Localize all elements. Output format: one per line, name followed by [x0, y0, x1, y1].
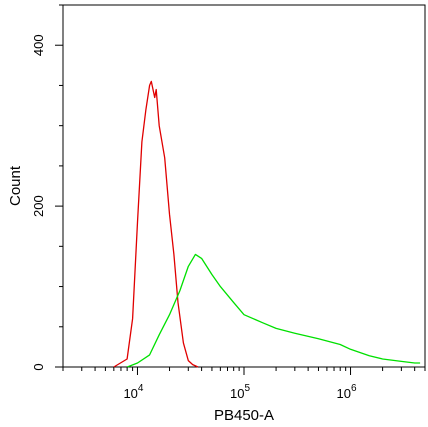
x-tick-exponent: 6 — [351, 383, 357, 394]
y-tick-label: 200 — [31, 195, 46, 217]
y-axis: 0 200 400 — [31, 4, 63, 371]
plot-frame — [62, 4, 426, 368]
x-tick-label: 106 — [337, 383, 357, 401]
x-tick-base: 10 — [337, 386, 351, 401]
x-tick-exponent: 4 — [138, 383, 144, 394]
y-axis-title: Count — [7, 165, 24, 206]
x-axis: 104 105 106 — [62, 367, 426, 401]
series-line-1 — [113, 80, 199, 368]
series-line-2 — [126, 253, 421, 368]
x-tick-base: 10 — [230, 386, 244, 401]
series-layer — [113, 80, 421, 368]
x-tick-base: 10 — [123, 386, 137, 401]
y-tick-label: 0 — [31, 363, 46, 370]
y-tick-label: 400 — [31, 34, 46, 56]
x-tick-label: 104 — [123, 383, 143, 401]
x-tick-label: 105 — [230, 383, 250, 401]
x-axis-title: PB450-A — [214, 407, 274, 424]
x-tick-exponent: 5 — [244, 383, 250, 394]
